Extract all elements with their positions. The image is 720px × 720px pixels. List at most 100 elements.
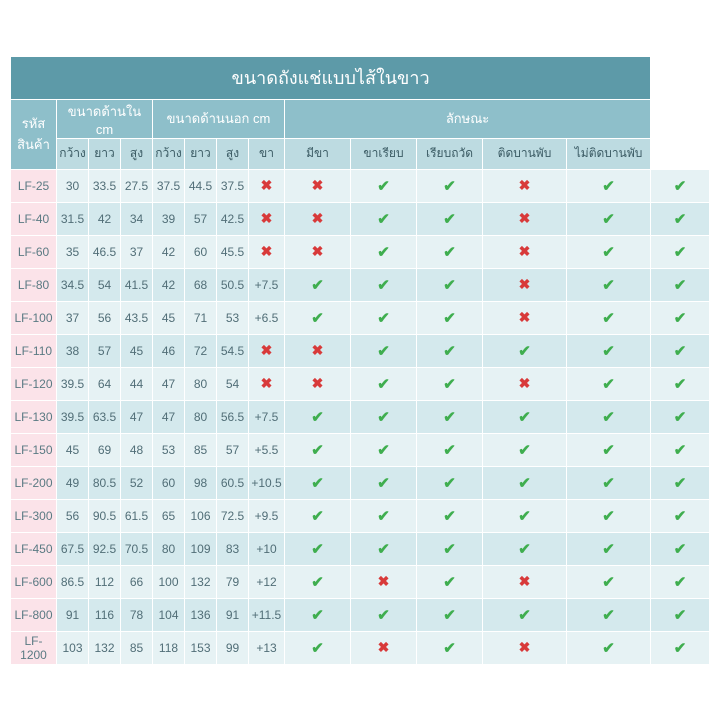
- cell-il: 90.5: [89, 499, 121, 532]
- cell-ol: 60: [185, 235, 217, 268]
- cell-il: 64: [89, 367, 121, 400]
- cell-f3: ✔: [417, 301, 483, 334]
- cell-f2: ✔: [351, 334, 417, 367]
- cell-ih: 78: [121, 598, 153, 631]
- sub-inner-w: กว้าง: [57, 138, 89, 169]
- cell-ol: 136: [185, 598, 217, 631]
- cell-f3: ✔: [417, 367, 483, 400]
- cell-f4: ✔: [483, 598, 567, 631]
- cell-f1: ✔: [285, 268, 351, 301]
- cell-ih: 48: [121, 433, 153, 466]
- cell-f5: ✔: [567, 400, 651, 433]
- cell-oh: 45.5: [217, 235, 249, 268]
- cell-oh: 99: [217, 631, 249, 664]
- cell-leg: ✖: [249, 235, 285, 268]
- cell-f1: ✔: [285, 400, 351, 433]
- cell-f5: ✔: [567, 433, 651, 466]
- cell-ol: 153: [185, 631, 217, 664]
- cell-il: 54: [89, 268, 121, 301]
- cell-f3: ✔: [417, 202, 483, 235]
- check-icon: ✔: [443, 244, 456, 261]
- cell-ol: 72: [185, 334, 217, 367]
- table-row: LF-12039.56444478054✖✖✔✔✖✔✔: [11, 367, 710, 400]
- cell-f6: ✔: [651, 301, 710, 334]
- cell-ol: 109: [185, 532, 217, 565]
- cell-code: LF-200: [11, 466, 57, 499]
- table-row: LF-253033.527.537.544.537.5✖✖✔✔✖✔✔: [11, 169, 710, 202]
- cell-il: 57: [89, 334, 121, 367]
- grp-feature: ลักษณะ: [285, 99, 651, 138]
- cell-f6: ✔: [651, 499, 710, 532]
- cross-icon: ✖: [519, 177, 531, 193]
- cell-ih: 37: [121, 235, 153, 268]
- cell-iw: 35: [57, 235, 89, 268]
- check-icon: ✔: [674, 475, 687, 492]
- cell-f2: ✖: [351, 565, 417, 598]
- check-icon: ✔: [377, 178, 390, 195]
- cell-oh: 79: [217, 565, 249, 598]
- cell-il: 46.5: [89, 235, 121, 268]
- cell-f1: ✔: [285, 499, 351, 532]
- cross-icon: ✖: [312, 375, 324, 391]
- cell-ol: 85: [185, 433, 217, 466]
- cell-f2: ✔: [351, 532, 417, 565]
- cell-il: 56: [89, 301, 121, 334]
- cell-f1: ✔: [285, 532, 351, 565]
- cell-ow: 47: [153, 367, 185, 400]
- table-row: LF-13039.563.547478056.5+7.5✔✔✔✔✔✔: [11, 400, 710, 433]
- cell-f5: ✔: [567, 466, 651, 499]
- cell-leg: +10.5: [249, 466, 285, 499]
- cell-ow: 60: [153, 466, 185, 499]
- cell-iw: 103: [57, 631, 89, 664]
- check-icon: ✔: [602, 442, 615, 459]
- cell-f6: ✔: [651, 433, 710, 466]
- cell-f5: ✔: [567, 268, 651, 301]
- cell-f2: ✔: [351, 169, 417, 202]
- cell-leg: +13: [249, 631, 285, 664]
- cell-f6: ✔: [651, 532, 710, 565]
- cell-ih: 66: [121, 565, 153, 598]
- cell-iw: 67.5: [57, 532, 89, 565]
- cell-f4: ✖: [483, 367, 567, 400]
- cell-iw: 56: [57, 499, 89, 532]
- cell-ol: 68: [185, 268, 217, 301]
- cross-icon: ✖: [261, 342, 273, 358]
- check-icon: ✔: [443, 640, 456, 657]
- check-icon: ✔: [602, 607, 615, 624]
- cell-ih: 52: [121, 466, 153, 499]
- check-icon: ✔: [602, 211, 615, 228]
- cell-f2: ✖: [351, 631, 417, 664]
- check-icon: ✔: [602, 541, 615, 558]
- check-icon: ✔: [443, 277, 456, 294]
- cell-oh: 53: [217, 301, 249, 334]
- cross-icon: ✖: [261, 375, 273, 391]
- cell-f1: ✔: [285, 433, 351, 466]
- cell-code: LF-120: [11, 367, 57, 400]
- cell-f5: ✔: [567, 334, 651, 367]
- cell-f6: ✔: [651, 268, 710, 301]
- cell-leg: +7.5: [249, 400, 285, 433]
- check-icon: ✔: [674, 310, 687, 327]
- cell-oh: 54: [217, 367, 249, 400]
- col-code: รหัสสินค้า: [11, 99, 57, 169]
- cross-icon: ✖: [261, 210, 273, 226]
- cross-icon: ✖: [261, 243, 273, 259]
- cell-ow: 37.5: [153, 169, 185, 202]
- cell-f6: ✔: [651, 565, 710, 598]
- cross-icon: ✖: [312, 342, 324, 358]
- cell-f5: ✔: [567, 301, 651, 334]
- cell-f4: ✖: [483, 202, 567, 235]
- cell-f1: ✔: [285, 631, 351, 664]
- cell-f5: ✔: [567, 367, 651, 400]
- check-icon: ✔: [311, 442, 324, 459]
- cell-f1: ✔: [285, 466, 351, 499]
- cell-leg: +6.5: [249, 301, 285, 334]
- cell-ow: 104: [153, 598, 185, 631]
- cell-iw: 39.5: [57, 367, 89, 400]
- grp-outer: ขนาดด้านนอก cm: [153, 99, 285, 138]
- cell-f4: ✖: [483, 301, 567, 334]
- cell-iw: 37: [57, 301, 89, 334]
- check-icon: ✔: [674, 409, 687, 426]
- cell-il: 92.5: [89, 532, 121, 565]
- cell-f6: ✔: [651, 367, 710, 400]
